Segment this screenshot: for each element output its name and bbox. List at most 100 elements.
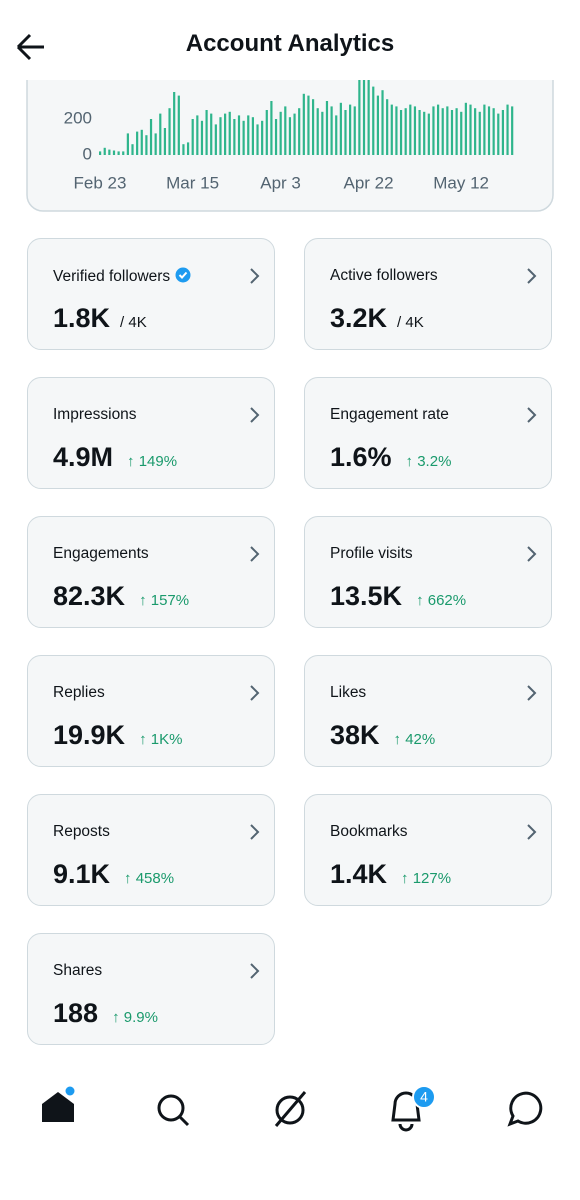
messages-tab[interactable] [507, 1091, 543, 1127]
metric-number: 13.5K [330, 581, 403, 611]
bar [112, 150, 116, 155]
bar [149, 119, 153, 155]
y-tick-label: 200 [64, 108, 92, 127]
bar [242, 120, 245, 155]
metric-number: 3.2K [330, 303, 388, 333]
chevron-path [250, 824, 260, 840]
metric-card[interactable]: Engagements 82.3K ↑ 157% [27, 516, 275, 628]
chevron-path [250, 963, 260, 979]
metric-total: / 4K [397, 314, 424, 331]
metric-card[interactable]: Reposts 9.1K ↑ 458% [27, 794, 275, 906]
badge-check [178, 271, 188, 279]
metric-number: 1.8K [53, 303, 111, 333]
y-tick-label: 0 [83, 144, 92, 163]
bar [441, 108, 444, 155]
bar [182, 144, 185, 155]
metric-card[interactable]: Shares 188 ↑ 9.9% [27, 933, 275, 1045]
metric-card[interactable]: Verified followers 1.8K / 4K [27, 238, 275, 350]
bar [432, 106, 435, 155]
bar [265, 110, 268, 155]
bar [163, 128, 167, 155]
x-tick-label: Mar 15 [166, 173, 219, 192]
bar [358, 80, 361, 155]
bar [274, 119, 278, 155]
bar [251, 117, 254, 155]
x-tick-label: Feb 23 [74, 173, 127, 192]
chevron-path [527, 824, 537, 840]
bar [409, 104, 412, 155]
bar [256, 124, 259, 155]
bar [381, 90, 384, 155]
metric-label: Active followers [330, 267, 438, 284]
chevron [527, 546, 537, 562]
bar [321, 111, 324, 155]
bar [140, 129, 143, 155]
chevron-path [250, 268, 260, 284]
bar [483, 104, 486, 155]
metric-card[interactable]: Profile visits 13.5K ↑ 662% [304, 516, 552, 628]
bar [284, 106, 287, 155]
metric-value: 38K ↑ 42% [330, 720, 435, 751]
bar [99, 151, 102, 155]
bar [117, 151, 120, 155]
back-button[interactable] [12, 27, 52, 67]
chevron [250, 546, 260, 562]
chevron-path [250, 546, 260, 562]
bar [395, 106, 398, 155]
bar [154, 133, 157, 155]
x-tick-label: May 12 [433, 173, 489, 192]
metric-value: 82.3K ↑ 157% [53, 581, 189, 612]
notifications-tab[interactable]: 4 [391, 1085, 436, 1132]
bar [427, 113, 430, 155]
metric-label: Bookmarks [330, 823, 408, 840]
metric-change: ↑ 1K% [139, 731, 183, 748]
bar [136, 131, 139, 155]
bar [196, 115, 199, 155]
metric-value: 1.4K ↑ 127% [330, 859, 451, 890]
bar [335, 115, 338, 155]
metric-number: 19.9K [53, 720, 126, 750]
bar [224, 113, 227, 155]
bar [261, 120, 264, 155]
search-tab[interactable] [157, 1094, 190, 1127]
metric-label: Profile visits [330, 545, 413, 562]
metric-card[interactable]: Bookmarks 1.4K ↑ 127% [304, 794, 552, 906]
metric-number: 38K [330, 720, 380, 750]
metric-change: ↑ 42% [393, 731, 436, 748]
metric-change: ↑ 149% [127, 453, 178, 470]
metric-card[interactable]: Likes 38K ↑ 42% [304, 655, 552, 767]
metric-value: 1.6% ↑ 3.2% [330, 442, 451, 473]
bar [501, 110, 505, 155]
bar [474, 108, 477, 155]
bar [487, 106, 491, 155]
bar [497, 113, 500, 155]
chevron [250, 407, 260, 423]
x-tick-label: Apr 22 [343, 173, 393, 192]
metric-number: 4.9M [53, 442, 114, 472]
bar [279, 111, 282, 155]
bar [307, 95, 310, 155]
metric-card[interactable]: Replies 19.9K ↑ 1K% [27, 655, 275, 767]
bar [511, 106, 514, 155]
chevron-path [250, 685, 260, 701]
chevron-path [250, 407, 260, 423]
metric-label: Shares [53, 962, 103, 979]
metric-change: ↑ 127% [401, 870, 452, 887]
notification-badge: 4 [420, 1089, 428, 1105]
bar [376, 95, 379, 155]
metric-card[interactable]: Active followers 3.2K / 4K [304, 238, 552, 350]
bar [446, 106, 449, 155]
bar [200, 120, 204, 155]
metric-card[interactable]: Impressions 4.9M ↑ 149% [27, 377, 275, 489]
metric-label: Engagement rate [330, 406, 449, 423]
bar [233, 119, 236, 155]
metric-card[interactable]: Engagement rate 1.6% ↑ 3.2% [304, 377, 552, 489]
bar [460, 111, 463, 155]
bar [390, 104, 393, 155]
bar [293, 113, 296, 155]
home-tab[interactable] [42, 1086, 75, 1123]
chevron [250, 685, 260, 701]
metric-label: Verified followers [53, 267, 191, 286]
grok-tab[interactable] [274, 1091, 307, 1127]
metric-label: Replies [53, 684, 105, 701]
